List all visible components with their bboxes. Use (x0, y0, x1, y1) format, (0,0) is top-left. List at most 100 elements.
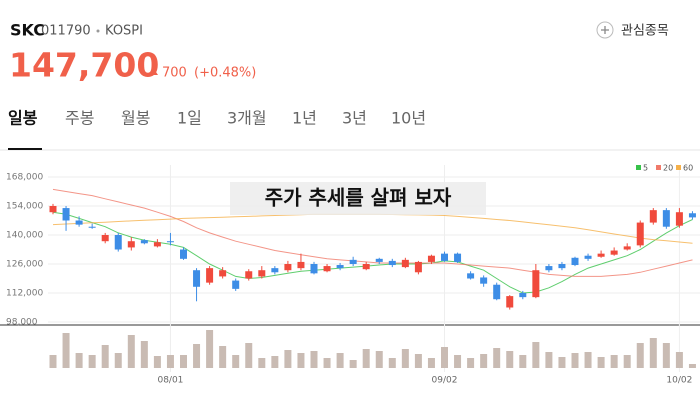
tab[interactable]: 1일 (177, 109, 202, 128)
ma-line (52, 188, 693, 277)
tab[interactable]: 1년 (292, 109, 317, 128)
volume-bar (597, 357, 605, 368)
candle-body (662, 210, 670, 227)
y-tick-label: 126,000 (6, 260, 43, 270)
volume-bar (166, 355, 174, 368)
volume-bar (245, 343, 253, 368)
change: 700 (162, 66, 187, 81)
market: KOSPI (105, 24, 143, 39)
volume-bar (88, 355, 96, 368)
candle-body (114, 235, 122, 250)
candle-body (519, 293, 527, 298)
candle-body (323, 266, 331, 272)
volume-bar (545, 352, 553, 368)
y-tick-label: 112,000 (6, 289, 43, 299)
change-percent: (+0.48%) (194, 66, 256, 81)
candle-body (427, 255, 435, 262)
volume-bar (193, 344, 201, 368)
volume-bar (675, 352, 683, 368)
volume-bar (258, 358, 266, 368)
candle-body (480, 277, 488, 284)
volume-bar (271, 356, 279, 368)
tab[interactable]: 주봉 (65, 109, 94, 128)
x-tick-label: 10/02 (666, 376, 692, 386)
stock-name: SKC (10, 21, 45, 40)
up-triangle (150, 69, 158, 75)
separator-dot (96, 29, 100, 33)
candle-body (206, 268, 214, 283)
volume-bar (362, 349, 370, 368)
candle-body (153, 242, 161, 247)
legend-label: 60 (683, 164, 693, 173)
tab[interactable]: 3개월 (227, 109, 267, 128)
legend-label: 5 (643, 164, 648, 173)
volume-bar (75, 353, 83, 368)
volume-bar (414, 354, 422, 368)
candle-body (675, 212, 683, 226)
plus-circle[interactable] (596, 21, 614, 39)
volume-bar (62, 333, 70, 368)
candle-body (375, 258, 383, 262)
volume-bar (454, 355, 462, 368)
candle-body (558, 264, 566, 269)
candle-body (49, 206, 57, 213)
price: 147,700 (9, 46, 159, 85)
candle-body (388, 260, 396, 266)
x-tick-label: 09/02 (432, 376, 458, 386)
volume-bar (480, 354, 488, 368)
candle-body (597, 253, 605, 257)
candle-body (584, 255, 592, 259)
candle-body (623, 246, 631, 250)
stock-code: 011790 (41, 24, 91, 39)
candle-body (636, 222, 644, 246)
annotation: 주가 추세를 살펴 보자 (265, 186, 452, 210)
candle-body (75, 220, 83, 225)
candle-body (284, 264, 292, 271)
volume-bar (323, 358, 331, 368)
volume-bar (649, 338, 657, 368)
volume-bar (297, 353, 305, 368)
volume-bar (441, 347, 448, 368)
volume-bar (219, 346, 227, 368)
volume-bar (310, 351, 318, 368)
volume-bar (375, 351, 383, 368)
legend-label: 20 (663, 164, 673, 173)
candle-body (493, 284, 501, 300)
volume-bar (336, 353, 344, 368)
candle-body (258, 270, 266, 277)
volume-bar (558, 357, 566, 368)
volume-bar (688, 364, 696, 368)
tab[interactable]: 일봉 (8, 109, 38, 128)
volume-bar (610, 355, 618, 368)
candle-body (140, 240, 148, 244)
watch-label[interactable]: 관심종목 (621, 24, 669, 39)
volume-bar (427, 358, 435, 368)
watch-button[interactable]: 관심종목 (596, 21, 669, 39)
candle-body (441, 253, 448, 261)
legend-swatch (676, 165, 681, 170)
volume-bar (388, 358, 396, 368)
legend-swatch (636, 165, 641, 170)
candle-body (362, 264, 370, 270)
candle-body (62, 208, 70, 221)
ma-line (52, 211, 693, 294)
volume-bar (284, 350, 292, 368)
volume-bar (101, 345, 109, 368)
candle-body (454, 253, 462, 262)
candle-body (219, 270, 227, 277)
volume-bar (114, 353, 122, 368)
candle-body (336, 265, 344, 269)
volume-bar (571, 353, 579, 368)
y-tick-label: 140,000 (6, 231, 43, 241)
volume-bar (506, 351, 514, 368)
candle-body (649, 210, 657, 223)
tab[interactable]: 3년 (342, 109, 367, 128)
candle-body (532, 270, 540, 298)
volume-bar (349, 360, 357, 368)
tab[interactable]: 10년 (391, 109, 426, 128)
plus-icon[interactable] (601, 26, 609, 34)
tab[interactable]: 월봉 (121, 109, 150, 128)
candle-body (232, 280, 240, 289)
